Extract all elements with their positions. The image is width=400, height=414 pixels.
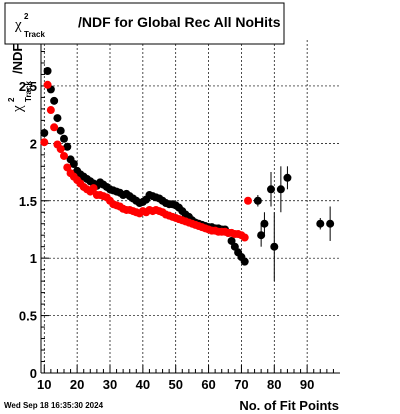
- data-point: [283, 173, 292, 182]
- data-point: [326, 219, 335, 228]
- data-point: [89, 184, 98, 193]
- data-point: [50, 123, 59, 132]
- axes: [40, 40, 340, 374]
- y-tick-label: 0: [30, 366, 37, 381]
- data-point: [267, 185, 275, 194]
- data-point: [253, 196, 262, 205]
- data-point: [40, 138, 49, 147]
- x-tick-label: 10: [37, 377, 51, 392]
- y-title-superscript: 2: [7, 97, 16, 102]
- y-title-chi-symbol: χ: [10, 105, 26, 113]
- data-point: [46, 106, 55, 115]
- y-tick-label: 1: [30, 251, 37, 266]
- y-tick-label: 1.5: [19, 194, 37, 209]
- data-point: [60, 134, 68, 143]
- title-superscript: 2: [24, 12, 29, 21]
- x-tick-label: 20: [70, 377, 84, 392]
- data-point: [257, 231, 266, 240]
- data-points: [40, 67, 335, 266]
- x-tick-label: 80: [267, 377, 281, 392]
- ticks: 10 20 30 40 50 60 70 80 90 0 0.5 1 1.5 2 2.5: [19, 50, 334, 392]
- grid: [41, 40, 340, 373]
- data-point: [53, 114, 62, 123]
- chart-title: /NDF for Global Rec All NoHits: [78, 14, 281, 30]
- data-point: [60, 151, 68, 160]
- x-tick-label: 60: [201, 377, 215, 392]
- title-frame: [4, 2, 285, 45]
- data-point: [63, 142, 72, 151]
- data-point: [240, 233, 249, 242]
- x-tick-label: 30: [103, 377, 117, 392]
- data-point: [260, 219, 269, 228]
- data-point: [240, 257, 249, 266]
- data-point: [40, 129, 49, 138]
- timestamp-label: Wed Sep 18 16:35:30 2024: [4, 401, 104, 410]
- data-point: [50, 96, 59, 105]
- data-point: [56, 126, 65, 135]
- x-tick-label: 50: [168, 377, 182, 392]
- y-axis-title: χ 2 Track /NDF: [7, 44, 33, 113]
- x-tick-label: 70: [234, 377, 248, 392]
- data-point: [244, 196, 252, 205]
- data-point: [43, 80, 52, 89]
- x-tick-label: 40: [136, 377, 150, 392]
- data-point: [316, 219, 325, 228]
- title-box: χ 2 Track /NDF for Global Rec All NoHits: [4, 2, 285, 45]
- data-point: [276, 185, 285, 194]
- x-tick-label: 90: [300, 377, 314, 392]
- data-point: [56, 145, 65, 154]
- x-axis-title: No. of Fit Points: [239, 398, 339, 413]
- y-tick-label: 2: [30, 136, 37, 151]
- y-tick-label: 2.5: [19, 79, 37, 94]
- data-point: [43, 67, 52, 76]
- y-title-subscript: Track: [24, 81, 33, 102]
- data-point: [69, 160, 78, 169]
- y-tick-label: 0.5: [19, 309, 37, 324]
- title-subscript: Track: [24, 30, 45, 39]
- title-chi-symbol: χ: [14, 17, 22, 33]
- y-title-text: /NDF: [10, 44, 25, 74]
- data-point: [270, 242, 279, 251]
